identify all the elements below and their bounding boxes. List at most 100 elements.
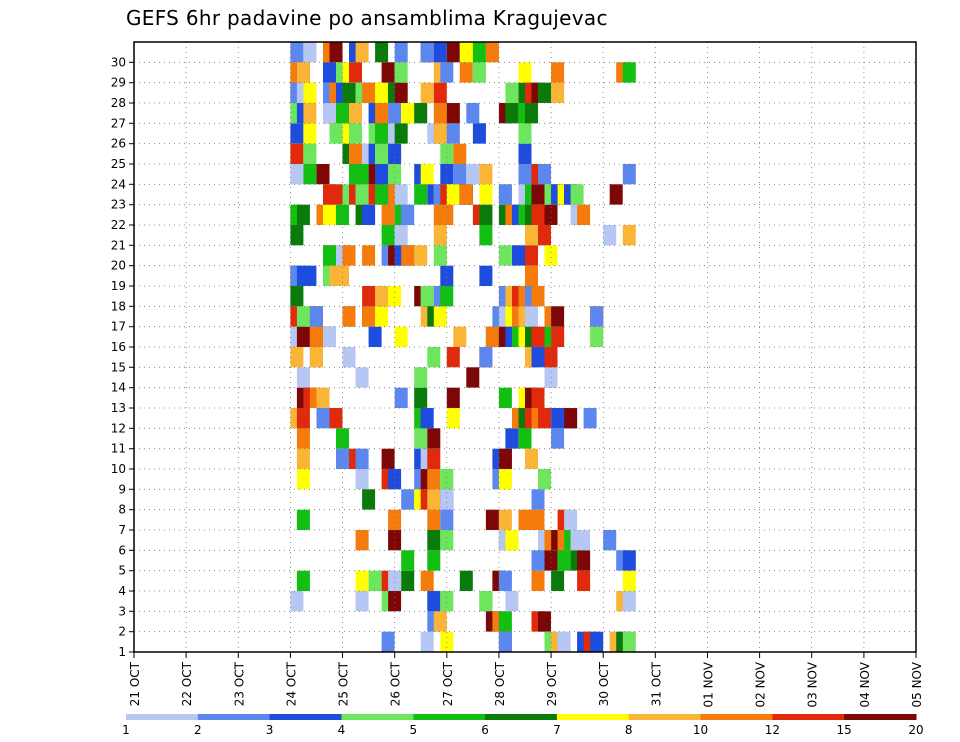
heat-cell (362, 489, 375, 509)
legend-swatch (701, 714, 773, 720)
heat-cell (401, 245, 414, 265)
heat-cell (303, 83, 316, 103)
y-tick-label: 17 (111, 320, 126, 334)
y-tick-label: 7 (118, 523, 126, 537)
legend-label: 12 (765, 723, 780, 737)
heat-cell (356, 42, 369, 62)
heat-cell (519, 144, 532, 164)
heat-cell (453, 144, 466, 164)
x-tick-label: 27 OCT (441, 661, 455, 706)
heat-cell (473, 62, 486, 82)
heat-cell (414, 367, 427, 387)
heat-cell (577, 571, 590, 591)
heat-cell (303, 144, 316, 164)
heat-cell (290, 164, 303, 184)
legend-swatch (557, 714, 629, 720)
y-tick-label: 25 (111, 157, 126, 171)
y-tick-label: 14 (111, 381, 126, 395)
heat-cell (447, 347, 460, 367)
heat-cell (427, 530, 440, 550)
heat-cell (440, 144, 453, 164)
heat-cell (427, 489, 440, 509)
heat-cell (330, 42, 343, 62)
heat-cell (362, 306, 375, 326)
heat-cell (532, 510, 545, 530)
heat-cell (505, 591, 518, 611)
heat-cell (551, 571, 564, 591)
heat-cell (532, 184, 545, 204)
legend-label: 5 (409, 723, 417, 737)
heat-cell (479, 205, 492, 225)
heat-cell (356, 367, 369, 387)
heat-cell (538, 225, 551, 245)
heat-cell (290, 286, 303, 306)
heat-cell (499, 510, 512, 530)
heat-cell (427, 469, 440, 489)
heat-cell (538, 469, 551, 489)
heat-cell (577, 530, 590, 550)
heat-cell (330, 123, 343, 143)
y-tick-label: 6 (118, 543, 126, 557)
legend-swatch (126, 714, 198, 720)
y-tick-label: 16 (111, 340, 126, 354)
heat-cell (623, 62, 636, 82)
heat-cell (375, 103, 388, 123)
heat-cell (343, 245, 356, 265)
heat-cell (590, 327, 603, 347)
heat-cell (388, 144, 401, 164)
heat-cell (623, 225, 636, 245)
heat-cell (590, 632, 603, 652)
x-tick-label: 28 OCT (493, 661, 507, 706)
heat-cell (382, 632, 395, 652)
heat-cell (525, 449, 538, 469)
heat-cell (330, 184, 343, 204)
legend-label: 2 (194, 723, 202, 737)
heat-cell (421, 83, 434, 103)
heat-cell (499, 245, 512, 265)
heat-cell (519, 510, 532, 530)
heat-cell (447, 123, 460, 143)
x-tick-label: 02 NOV (754, 661, 768, 707)
y-tick-label: 12 (111, 421, 126, 435)
y-tick-label: 29 (111, 76, 126, 90)
y-tick-label: 18 (111, 299, 126, 313)
heat-cell (414, 245, 427, 265)
heat-cell (447, 42, 460, 62)
heat-cell (460, 184, 473, 204)
heat-cell (551, 327, 564, 347)
x-tick-label: 29 OCT (545, 661, 559, 706)
heat-cell (303, 123, 316, 143)
heat-cell (297, 571, 310, 591)
heat-cell (375, 144, 388, 164)
heat-cell (440, 632, 453, 652)
precipitation-heatmap: 1234567891011121314151617181920212223242… (0, 0, 960, 742)
heat-cell (401, 550, 414, 570)
heat-cell (564, 408, 577, 428)
heat-cell (330, 408, 343, 428)
heat-cell (395, 42, 408, 62)
heat-cell (460, 571, 473, 591)
heat-cell (395, 184, 408, 204)
heat-cell (532, 347, 545, 367)
color-legend: 1 2 3 4 5 6 7 8 10 12 15 20 (122, 714, 923, 737)
heat-cell (499, 571, 512, 591)
heat-cell (427, 591, 440, 611)
heat-cell (290, 123, 303, 143)
heat-cell (623, 164, 636, 184)
heat-cell (317, 164, 330, 184)
heat-cell (551, 428, 564, 448)
y-tick-label: 2 (118, 625, 126, 639)
heat-cell (623, 571, 636, 591)
x-tick-label: 01 NOV (702, 661, 716, 707)
heat-cell (290, 144, 303, 164)
heat-cell (297, 469, 310, 489)
x-tick-label: 03 NOV (806, 661, 820, 707)
heat-cell (356, 449, 369, 469)
heat-cell (388, 591, 401, 611)
heat-cell (551, 408, 564, 428)
y-tick-label: 5 (118, 564, 126, 578)
heat-cell (473, 42, 486, 62)
legend-swatch (413, 714, 485, 720)
heat-cell (414, 388, 427, 408)
heat-cell (466, 164, 479, 184)
